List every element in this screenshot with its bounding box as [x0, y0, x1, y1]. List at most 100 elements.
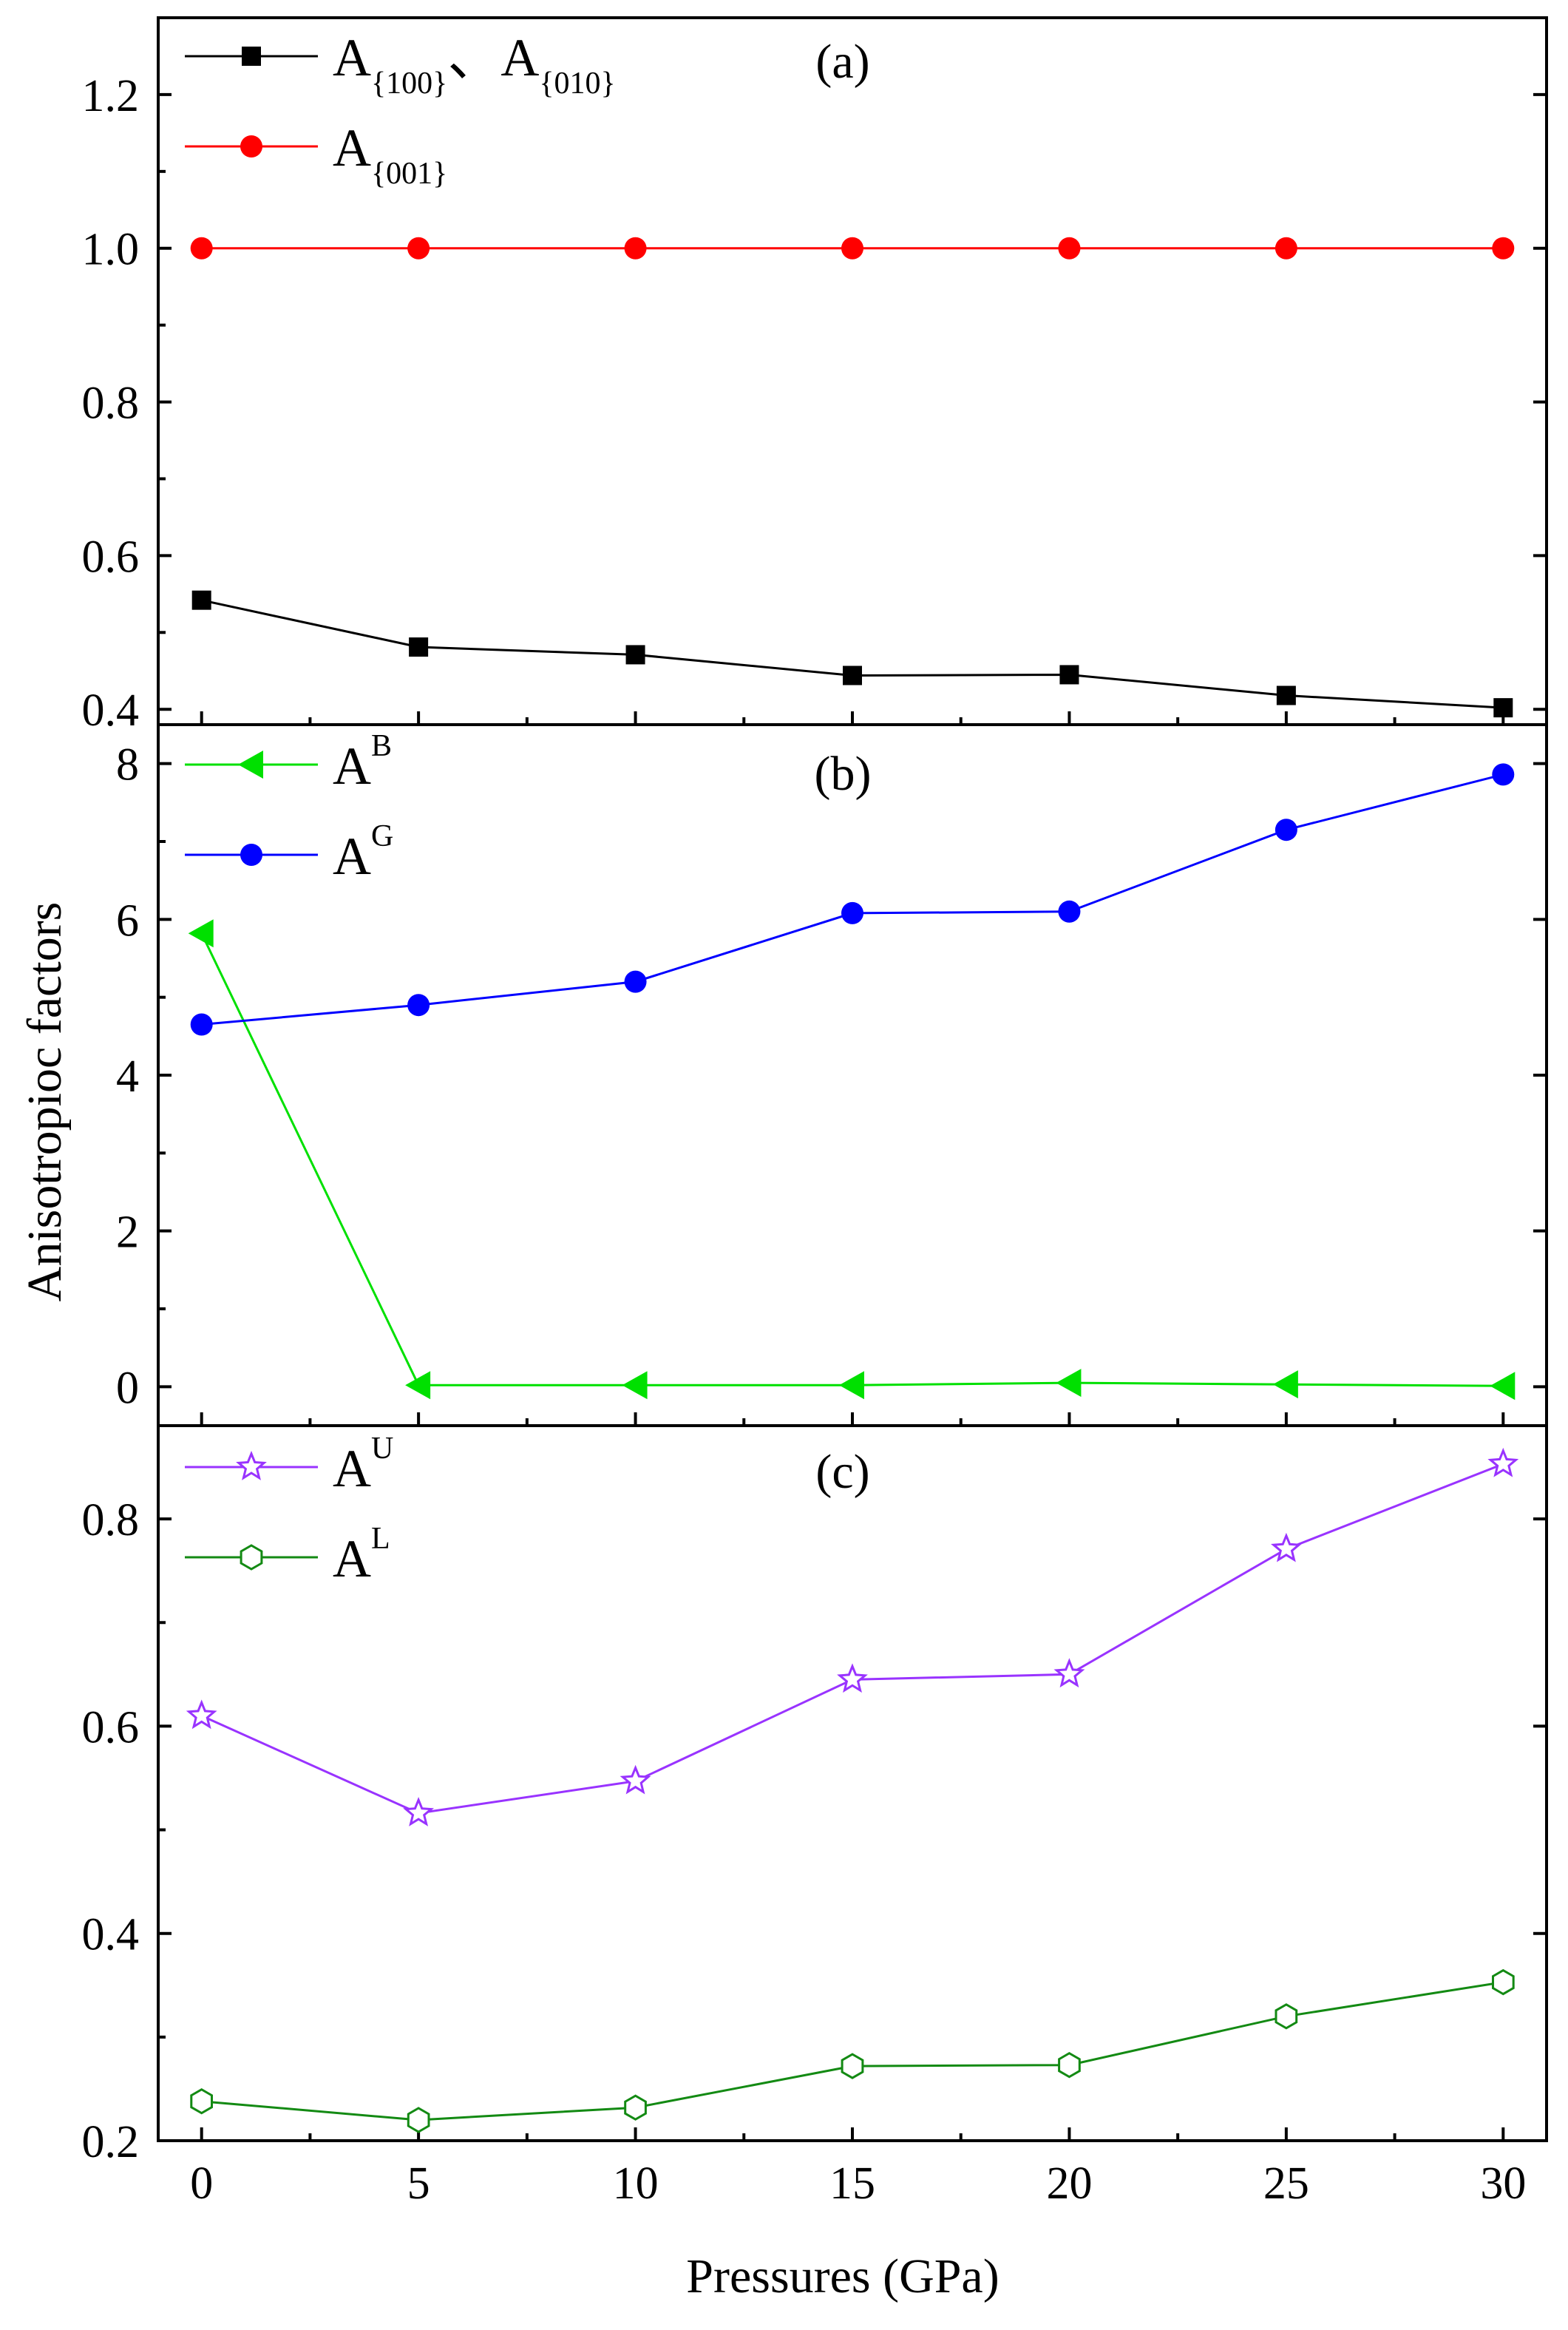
legend-label: AB [333, 729, 392, 796]
data-point [1493, 698, 1513, 718]
series-line [200, 932, 1504, 1387]
y-tick-label: 0.2 [82, 2117, 140, 2167]
y-tick-label: 0.8 [82, 1495, 140, 1545]
y-axis-title: Anisotropioc factors [18, 902, 72, 1302]
legend-label: AG [333, 819, 393, 886]
y-tick-label: 0.6 [82, 1702, 140, 1752]
series-L [190, 1968, 1515, 2133]
legend-entry: A{100}、A{010} [185, 28, 616, 101]
x-tick-label: 20 [1046, 2158, 1092, 2209]
data-point [403, 1797, 434, 1826]
legend-entry: AG [185, 819, 393, 886]
series-line [201, 599, 1504, 709]
y-tick-label: 0 [116, 1363, 139, 1413]
data-point [624, 237, 647, 260]
data-point [1056, 1369, 1082, 1398]
series-line [201, 1981, 1504, 2121]
panel-label: (b) [815, 747, 872, 801]
x-tick-label: 25 [1263, 2158, 1309, 2209]
series-line [201, 773, 1504, 1026]
legend-label: AL [333, 1522, 390, 1588]
data-point [1058, 2051, 1081, 2079]
data-point [1058, 237, 1081, 260]
legend-label: A{100}、A{010} [333, 28, 616, 101]
legend-entry: AU [185, 1432, 393, 1498]
legend-marker [236, 1451, 267, 1480]
y-tick-label: 0.8 [82, 379, 140, 429]
series-U [186, 1447, 1519, 1826]
legend-entry: AB [185, 729, 392, 796]
y-tick-label: 1.2 [82, 71, 140, 121]
data-point [407, 994, 430, 1017]
panel-label: (a) [815, 35, 869, 89]
data-point [191, 590, 211, 610]
data-point [837, 1663, 868, 1693]
x-tick-label: 5 [407, 2158, 430, 2209]
data-point [625, 645, 645, 665]
legend-entry: A{001} [185, 118, 447, 191]
data-point [1053, 1658, 1085, 1688]
data-point [1492, 237, 1515, 260]
data-point [405, 1371, 431, 1400]
panel-a: 0.4 0.6 0.8 1.0 1.2 A{100}、A{010} A{001} (a) [82, 16, 1548, 736]
data-point [839, 1371, 864, 1400]
data-point [407, 237, 430, 260]
legend-marker [238, 751, 263, 779]
y-tick-label: 0.4 [82, 685, 140, 736]
legend-marker [240, 844, 262, 866]
x-axis-title: Pressures (GPa) [686, 2249, 999, 2303]
data-point [1059, 665, 1079, 685]
data-point [1490, 1372, 1516, 1401]
series-B [188, 919, 1516, 1401]
data-point [841, 2053, 864, 2079]
legend-marker [240, 1544, 263, 1571]
y-tick-label: 6 [116, 895, 139, 946]
data-point [188, 919, 214, 948]
data-point [624, 970, 647, 993]
data-point [620, 1764, 651, 1795]
x-tick-label: 15 [829, 2158, 875, 2209]
panel-c: 0.2 0.4 0.6 0.8 AU AL (c) [82, 1424, 1548, 2167]
data-point [624, 2094, 647, 2121]
y-tick-label: 2 [116, 1208, 139, 1258]
panel-b: 0 2 4 6 8 AB AG (b) [116, 723, 1548, 1427]
y-tick-label: 1.0 [82, 225, 140, 275]
data-point [190, 237, 213, 260]
y-tick-label: 0.4 [82, 1910, 140, 1960]
y-tick-label: 8 [116, 740, 139, 790]
data-point [841, 901, 863, 924]
data-point [1275, 819, 1297, 841]
y-tick-label: 0.6 [82, 532, 140, 582]
legend-label: A{001} [333, 118, 447, 191]
data-point [1275, 237, 1297, 260]
data-point [1487, 1447, 1519, 1477]
series-line [201, 1463, 1504, 1815]
series-{001} [190, 237, 1515, 260]
panel-label: (c) [815, 1445, 869, 1499]
data-point [1271, 1532, 1302, 1562]
legend-label: AU [333, 1432, 393, 1498]
data-point [409, 637, 429, 657]
legend-entry: AL [185, 1522, 390, 1588]
legend-marker [242, 47, 261, 66]
data-point [1058, 900, 1081, 923]
data-point [841, 237, 863, 260]
panels-layer: 0.4 0.6 0.8 1.0 1.2 A{100}、A{010} A{001} (a) 0 2 4… [82, 16, 1548, 2209]
data-point [190, 1013, 213, 1036]
data-point [622, 1371, 648, 1400]
legend-marker [240, 135, 262, 158]
data-point [1275, 2003, 1298, 2030]
series-{100} [191, 590, 1513, 718]
data-point [843, 666, 862, 685]
x-tick-label: 10 [613, 2158, 659, 2209]
data-point [186, 1699, 217, 1730]
series-G [190, 763, 1515, 1036]
data-point [1492, 1968, 1515, 1996]
x-tick-label: 0 [190, 2158, 213, 2209]
data-point [1272, 1370, 1298, 1399]
data-point [407, 2107, 430, 2133]
x-tick-label: 30 [1480, 2158, 1526, 2209]
y-tick-label: 4 [116, 1051, 139, 1102]
